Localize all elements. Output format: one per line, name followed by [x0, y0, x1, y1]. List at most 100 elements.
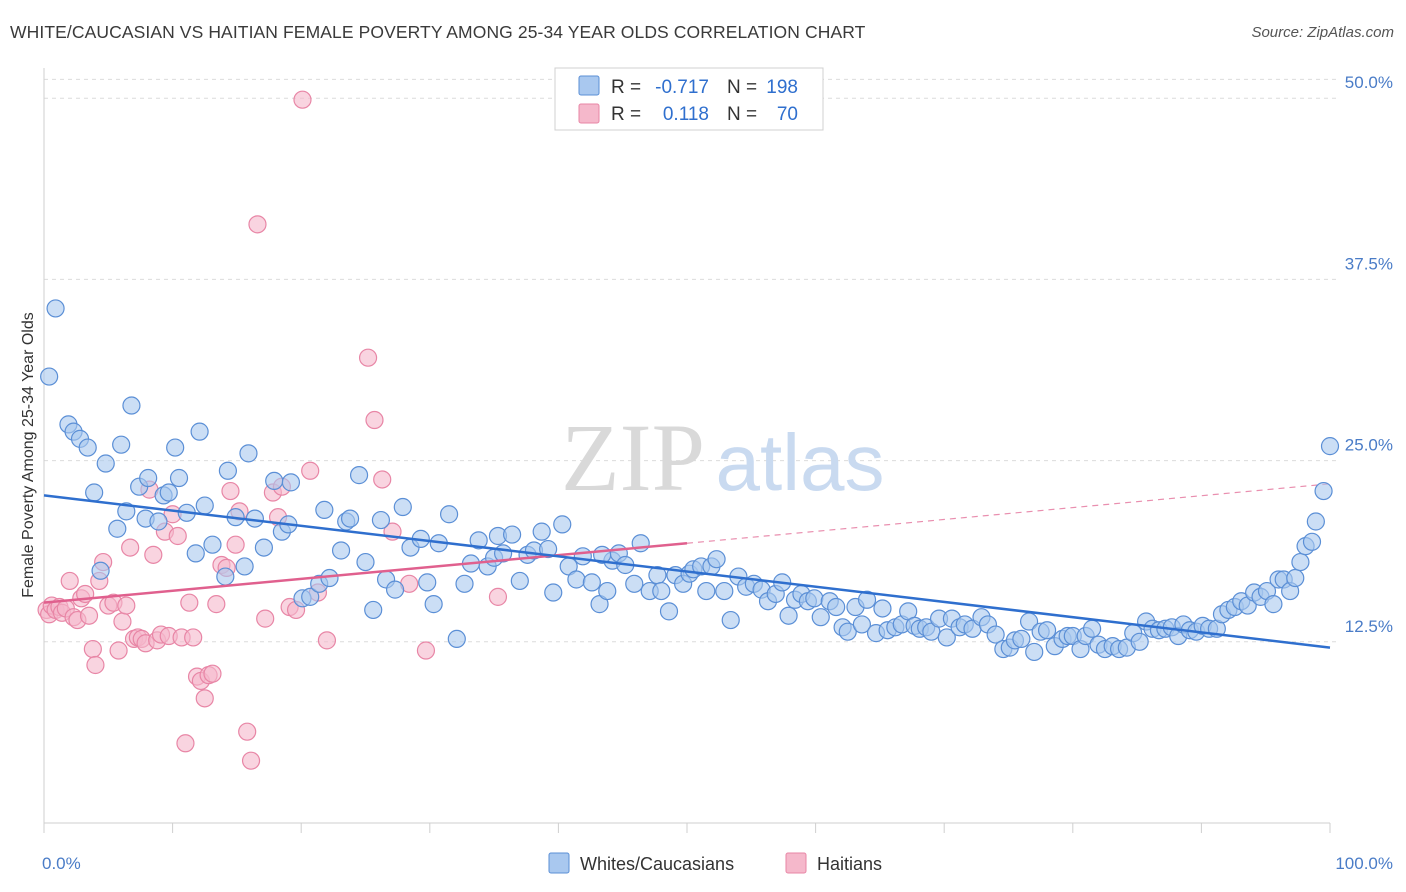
haitian-point [248, 215, 267, 234]
white-point [349, 466, 369, 485]
white-point [1130, 632, 1149, 651]
stats-swatch-pink [578, 103, 600, 124]
white-point [598, 581, 617, 601]
chart-title: WHITE/CAUCASIAN VS HAITIAN FEMALE POVERT… [10, 22, 866, 42]
white-point [697, 581, 716, 601]
white-point [838, 622, 857, 641]
stats-swatch-blue [578, 75, 600, 96]
watermark-atlas: atlas [716, 418, 885, 507]
white-point [455, 574, 474, 593]
white-point [356, 552, 375, 572]
haitian-point [144, 545, 163, 564]
trend-lines [686, 483, 1331, 544]
legend: Whites/Caucasians Haitians [548, 852, 882, 874]
gridlines [44, 78, 1338, 643]
white-point [91, 561, 110, 580]
y-tick-label: 25.0% [1345, 436, 1393, 455]
y-tick-label: 12.5% [1345, 617, 1393, 636]
white-point [544, 583, 563, 602]
white-point [503, 525, 522, 544]
white-point [122, 396, 141, 415]
white-point [281, 473, 301, 492]
white-point [873, 599, 892, 618]
stats-n-value-pink: 70 [777, 104, 798, 125]
white-point [1025, 642, 1044, 662]
white-point [532, 522, 551, 541]
haitian-point [176, 734, 195, 753]
white-point [553, 515, 572, 534]
x-tick-label: 0.0% [42, 854, 81, 873]
white-point [539, 539, 558, 559]
white-point [1286, 568, 1305, 588]
white-point [805, 589, 824, 608]
white-point [315, 500, 334, 520]
haitian-point [226, 535, 245, 554]
white-point [108, 519, 127, 538]
y-tick-label: 37.5% [1345, 254, 1393, 273]
haitian-point [256, 609, 275, 628]
haitian-point [241, 751, 261, 770]
axes [43, 68, 1331, 833]
white-point [1314, 481, 1333, 501]
trend-line-pink [43, 541, 688, 604]
white-point [218, 461, 237, 480]
white-point [582, 573, 601, 592]
white-point [159, 483, 178, 502]
white-point [85, 483, 104, 502]
haitian-point [113, 612, 132, 631]
white-point [827, 597, 846, 617]
white-point [112, 435, 131, 454]
stats-r-label-blue: R = [611, 77, 641, 98]
white-point [721, 610, 740, 630]
haitian-point [60, 571, 79, 591]
haitian-point [195, 689, 214, 708]
haitian-point [168, 526, 187, 546]
white-point [1306, 512, 1325, 531]
white-point [852, 615, 871, 634]
white-point [254, 538, 274, 557]
white-point [625, 574, 644, 593]
haitian-point [86, 655, 105, 675]
white-point [659, 602, 679, 621]
white-point [418, 573, 437, 592]
haitian-points [37, 90, 508, 770]
legend-label-whites: Whites/Caucasians [580, 854, 734, 874]
haitian-point [109, 641, 128, 660]
white-point [235, 557, 254, 576]
white-point [78, 438, 97, 457]
white-point [652, 581, 671, 601]
haitian-point [301, 461, 320, 480]
y-axis-title: Female Poverty Among 25-34 Year Olds [20, 312, 37, 598]
haitian-point [207, 595, 226, 614]
white-point [1302, 532, 1322, 551]
white-point [1037, 621, 1057, 640]
haitian-point [79, 606, 99, 625]
white-point [1082, 619, 1102, 638]
white-point [40, 367, 59, 386]
stats-r-value-pink: 0.118 [663, 104, 709, 125]
haitian-point [373, 470, 392, 489]
white-point [149, 512, 168, 531]
white-point [1320, 437, 1340, 456]
haitian-point [238, 722, 257, 741]
haitian-point [117, 596, 136, 615]
haitian-point [83, 639, 102, 659]
white-point [1012, 629, 1031, 649]
haitian-point [121, 538, 140, 557]
white-point [364, 600, 383, 620]
stats-n-value-blue: 198 [766, 77, 798, 98]
white-point [239, 444, 258, 463]
white-point [340, 509, 360, 528]
trend-line-blue [43, 494, 1331, 649]
stats-n-label-blue: N = [727, 77, 757, 98]
stats-box: R = -0.717 N = 198 R = 0.118 N = 70 [554, 67, 824, 131]
stats-r-label-pink: R = [611, 104, 641, 125]
haitian-point [365, 410, 384, 430]
white-point [301, 587, 320, 606]
white-point [186, 544, 205, 563]
white-point [393, 497, 412, 517]
white-point [937, 628, 956, 647]
white-point [986, 625, 1005, 644]
white-point [779, 606, 798, 625]
